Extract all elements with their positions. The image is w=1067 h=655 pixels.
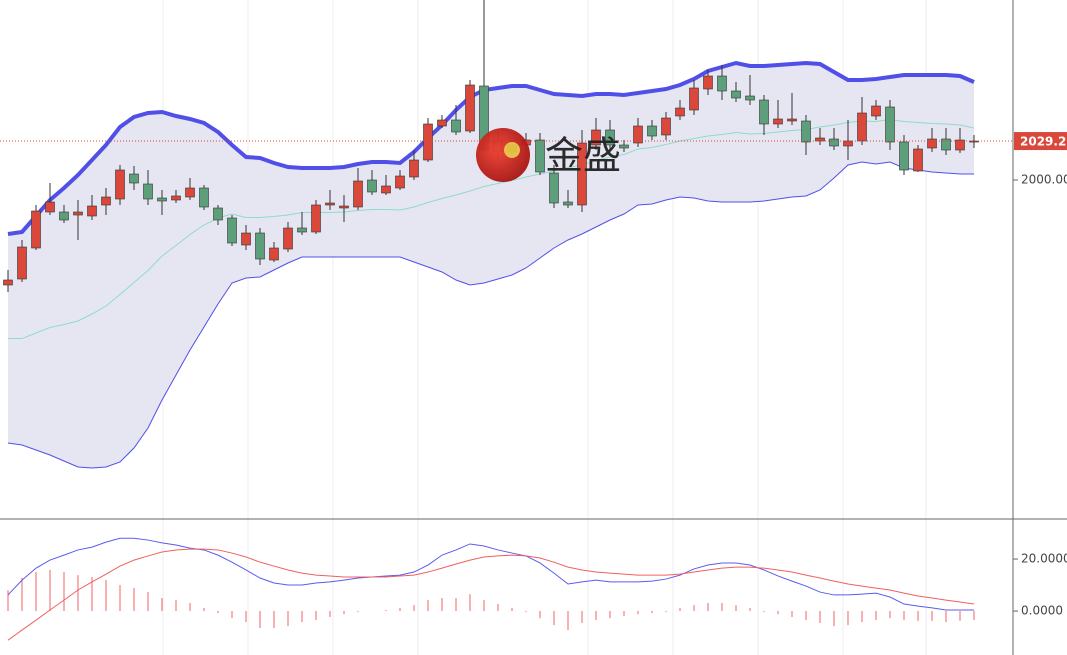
candle-body	[941, 138, 951, 151]
candle-body	[619, 144, 629, 149]
candle-body	[269, 247, 279, 261]
candle-body	[185, 187, 195, 198]
candle-body	[171, 195, 181, 201]
price-panel	[0, 0, 1013, 469]
candle-body	[339, 205, 349, 209]
candle-body	[73, 211, 83, 216]
macd-panel	[7, 537, 975, 641]
macd-line	[7, 537, 974, 611]
candle-body	[409, 159, 419, 178]
candle-body	[353, 180, 363, 208]
candle-body	[745, 95, 755, 101]
logo-dot	[504, 142, 520, 158]
candle-body	[661, 117, 671, 136]
price-axis: 2000.00 2029.21 0.0000 20.0000	[1013, 132, 1067, 618]
candle-body	[731, 90, 741, 99]
candle-body	[59, 211, 69, 221]
logo	[476, 128, 530, 182]
candle-body	[815, 137, 825, 142]
candle-body	[423, 123, 433, 161]
last-price-label: 2029.21	[1020, 135, 1067, 149]
candle-body	[437, 119, 447, 127]
watermark-text: 金盛	[545, 134, 621, 178]
candle-body	[143, 183, 153, 200]
candle-body	[535, 139, 545, 173]
candle-body	[115, 169, 125, 200]
candle-body	[675, 107, 685, 117]
candle-body	[927, 138, 937, 149]
candle-body	[955, 139, 965, 151]
candle-body	[577, 142, 587, 206]
candle-body	[101, 196, 111, 206]
watermark: 金盛	[476, 128, 621, 182]
candle-body	[773, 118, 783, 125]
band-line	[7, 161, 974, 469]
candle-body	[857, 112, 867, 142]
band-fill	[8, 63, 974, 468]
y-tick-label: 2000.00	[1021, 173, 1067, 187]
macd-line	[7, 548, 975, 641]
candle-body	[717, 75, 727, 92]
candle-body	[913, 148, 923, 172]
candle-body	[283, 227, 293, 250]
candle-body	[227, 217, 237, 244]
candle-body	[605, 129, 615, 146]
candle-body	[969, 140, 979, 143]
band-line	[7, 60, 975, 236]
candle-body	[157, 197, 167, 202]
candle-body	[3, 279, 13, 286]
last-price-box	[1014, 132, 1067, 151]
candle-body	[381, 185, 391, 194]
candle-body	[549, 172, 559, 204]
candle-body	[311, 204, 321, 233]
candle-body	[787, 118, 797, 122]
band-line	[8, 118, 975, 340]
candle-body	[199, 187, 209, 208]
candle-body	[703, 75, 713, 90]
candle-body	[129, 173, 139, 184]
candle-body	[45, 201, 55, 213]
candle-body	[213, 207, 223, 221]
candle-body	[367, 179, 377, 193]
candle-body	[255, 232, 265, 260]
candle-body	[451, 119, 461, 133]
candle-body	[395, 175, 405, 189]
candle-body	[87, 205, 97, 217]
candle-body	[843, 140, 853, 147]
candle-body	[647, 125, 657, 137]
candle-body	[31, 210, 41, 249]
candle-body	[591, 129, 601, 146]
y-tick-label: 20.0000	[1021, 552, 1067, 566]
candle-body	[689, 87, 699, 111]
candle-body	[899, 141, 909, 171]
y-tick-label: 0.0000	[1021, 604, 1063, 618]
candle-body	[297, 227, 307, 233]
candle-body	[871, 105, 881, 117]
candle-body	[563, 201, 573, 206]
candle-body	[829, 138, 839, 147]
candle-body	[885, 106, 895, 143]
candle-body	[325, 202, 335, 206]
candle-body	[759, 99, 769, 125]
candle-body	[801, 120, 811, 143]
candle-body	[241, 232, 251, 246]
candle-body	[17, 246, 27, 280]
candle-body	[465, 84, 475, 132]
candle-body	[633, 125, 643, 144]
